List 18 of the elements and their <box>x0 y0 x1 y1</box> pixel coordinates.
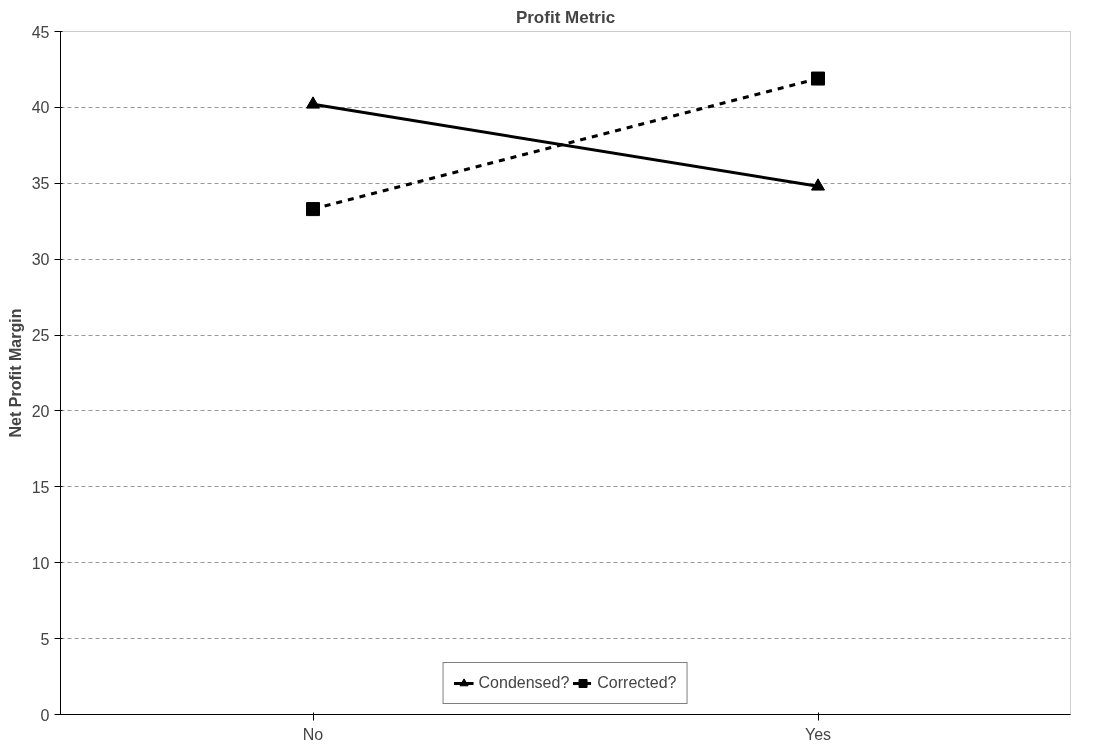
y-tick-label: 5 <box>40 630 50 648</box>
y-tick-label: 0 <box>40 706 50 724</box>
y-tick-label: 45 <box>31 23 50 41</box>
y-tick-label: 40 <box>31 99 50 117</box>
y-tick-label: 30 <box>31 251 50 269</box>
point <box>811 71 825 86</box>
x-tick-label: Yes <box>804 725 832 743</box>
x-tick-label: No <box>302 725 324 743</box>
y-tick-label: 10 <box>31 554 50 572</box>
point <box>306 202 320 217</box>
legend-label: Condensed? <box>478 674 570 692</box>
y-tick-label: 25 <box>31 327 50 345</box>
y-tick-label: 15 <box>31 478 50 496</box>
legend-label: Corrected? <box>597 674 677 692</box>
y-tick-label: 35 <box>31 175 50 193</box>
chart-title: Profit Metric <box>515 7 616 27</box>
y-tick-label: 20 <box>31 402 50 420</box>
y-axis-title: Net Profit Margin <box>6 308 24 438</box>
